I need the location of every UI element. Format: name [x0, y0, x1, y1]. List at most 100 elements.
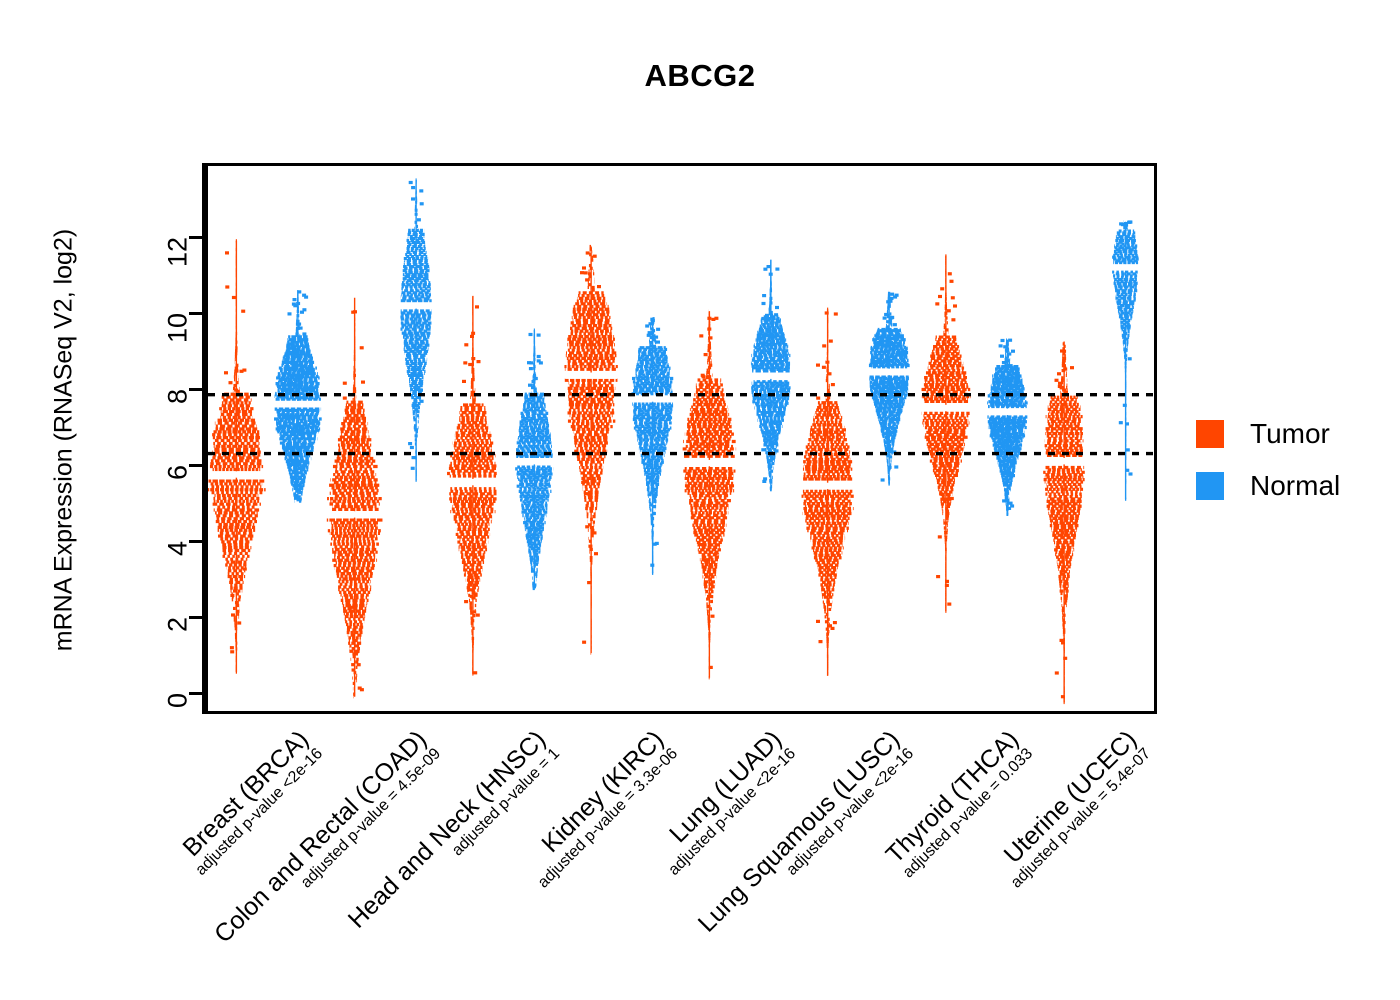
swarm-point	[231, 295, 236, 300]
y-axis-tick-label-wrap-10: 10	[163, 313, 193, 343]
swarm-point	[656, 327, 661, 331]
swarm-point	[1057, 384, 1062, 388]
swarm-point	[761, 448, 766, 452]
swarm-point	[654, 541, 659, 545]
swarm-point	[1125, 422, 1129, 426]
swarm-point	[892, 323, 897, 327]
median-band	[868, 368, 910, 376]
swarm-point	[886, 300, 891, 304]
swarm-point	[939, 492, 944, 496]
y-axis-tick-12	[189, 235, 202, 239]
swarm-point	[419, 399, 424, 403]
legend-label-tumor: Tumor	[1250, 418, 1330, 449]
swarm-point	[889, 296, 894, 300]
swarm-point	[234, 388, 239, 392]
y-axis-line	[202, 163, 205, 714]
swarm-point	[1059, 638, 1064, 642]
swarm-point	[592, 254, 597, 258]
swarm-point	[761, 301, 766, 306]
swarm-point	[411, 456, 416, 460]
swarm-point	[239, 369, 244, 373]
swarm-point	[880, 478, 885, 482]
swarm-point	[525, 519, 530, 523]
swarm-uterineucec-normal	[1112, 220, 1140, 501]
swarm-lungluad-tumor	[682, 309, 737, 680]
swarm-point	[889, 316, 894, 320]
swarm-point	[708, 665, 713, 669]
swarm-point	[832, 621, 837, 625]
swarm-point	[297, 322, 302, 326]
swarm-point	[354, 650, 359, 654]
swarm-lungsquamouslusc-tumor	[801, 307, 854, 678]
swarm-point	[707, 594, 711, 599]
swarm-point	[652, 542, 657, 546]
swarm-point	[471, 331, 476, 335]
swarm-point	[950, 296, 955, 300]
swarm-point	[701, 375, 706, 379]
y-axis-tick-label-10: 10	[162, 313, 193, 344]
swarm-point	[409, 445, 414, 450]
swarm-thyroidthca-normal	[987, 338, 1028, 516]
y-axis-title: mRNA Expression (RNASeq V2, log2)	[44, 0, 84, 1000]
swarm-point	[894, 465, 899, 469]
swarm-point	[936, 575, 941, 579]
swarm-point	[765, 313, 769, 317]
swarm-point	[703, 353, 708, 357]
swarm-point	[762, 479, 767, 483]
swarm-point	[1125, 468, 1130, 472]
swarm-point	[594, 552, 598, 556]
x-axis-group-pvalue: adjusted p-value = 0.033	[899, 745, 1036, 882]
median-band	[1112, 264, 1139, 271]
y-axis-tick-label-wrap-8: 8	[163, 389, 193, 404]
swarm-point	[771, 421, 776, 425]
swarm-point	[707, 316, 712, 320]
swarm-point	[411, 186, 416, 190]
swarm-point	[651, 338, 656, 342]
x-axis-group-pvalue: adjusted p-value <2e-16	[783, 745, 918, 880]
legend-item-normal: Normal	[1196, 460, 1340, 512]
swarm-point	[349, 609, 354, 613]
swarm-point	[1008, 364, 1013, 368]
swarm-point	[937, 535, 942, 539]
swarm-point	[1011, 349, 1015, 353]
swarm-point	[951, 318, 956, 322]
swarm-point	[527, 540, 532, 544]
swarm-point	[1007, 506, 1012, 510]
swarm-point	[1070, 366, 1074, 370]
x-axis-group-label-3: Kidney (KIRC) adjusted p-value = 3.3e-06	[516, 725, 682, 892]
swarm-point	[289, 462, 294, 467]
swarm-point	[762, 294, 767, 298]
swarm-point	[464, 600, 469, 604]
y-axis-tick-10	[189, 311, 202, 315]
legend-label-normal: Normal	[1250, 470, 1341, 501]
swarm-point	[350, 605, 355, 609]
swarm-point	[361, 380, 365, 384]
median-band	[801, 482, 854, 490]
swarm-point	[473, 671, 478, 675]
swarm-point	[582, 640, 587, 644]
legend-swatch-normal-icon	[1196, 472, 1224, 500]
swarm-point	[650, 563, 655, 567]
swarm-point	[1054, 671, 1059, 675]
swarm-point	[645, 324, 650, 328]
swarm-point	[241, 309, 246, 313]
swarm-point	[351, 310, 356, 314]
y-axis-tick-label-wrap-4: 4	[163, 541, 193, 556]
y-axis-tick-label-8: 8	[162, 389, 193, 405]
swarm-point	[288, 459, 293, 463]
swarm-point	[827, 372, 832, 376]
swarm-point	[711, 317, 716, 321]
swarm-point	[528, 332, 533, 337]
swarm-point	[592, 531, 597, 535]
swarm-point	[651, 511, 656, 516]
x-axis-group-name: Kidney (KIRC)	[536, 725, 669, 859]
y-axis-tick-label-wrap-2: 2	[163, 617, 193, 632]
swarm-point	[359, 614, 364, 618]
swarm-point	[302, 308, 307, 312]
median-band	[448, 478, 498, 486]
swarm-point	[1062, 388, 1067, 392]
swarm-point	[588, 544, 593, 548]
swarm-point	[949, 496, 954, 501]
y-axis-tick-label-12: 12	[162, 237, 193, 268]
